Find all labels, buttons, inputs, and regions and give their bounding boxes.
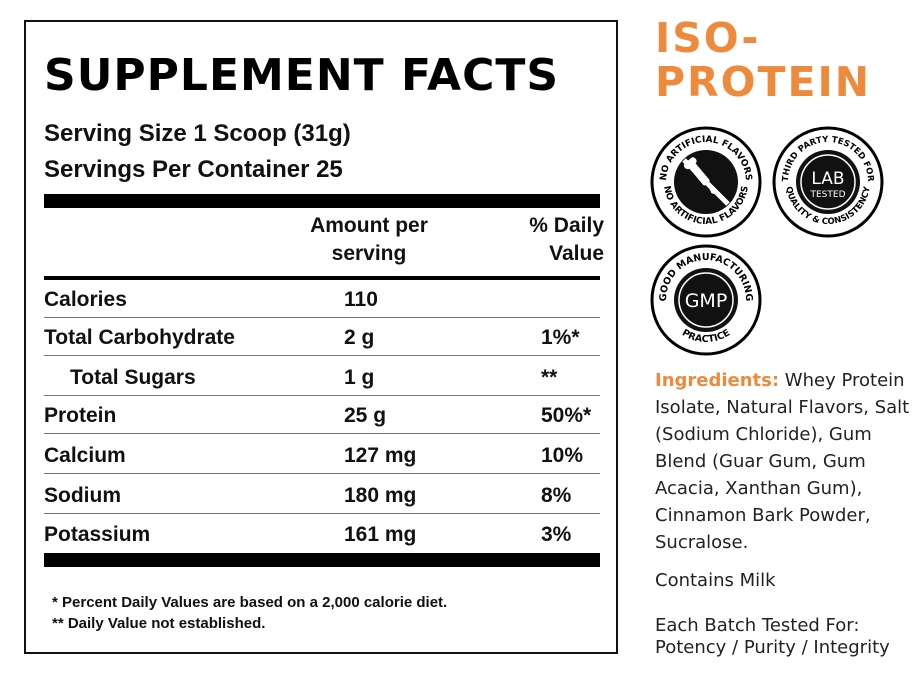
- allergen-statement: Contains Milk: [655, 570, 776, 591]
- servings-per-container: Servings Per Container 25: [44, 156, 343, 183]
- nutrient-name: Potassium: [44, 523, 151, 546]
- row-divider: [44, 355, 600, 356]
- brand-line2: PROTEIN: [655, 58, 872, 106]
- nutrient-name: Protein: [44, 404, 117, 427]
- nutrient-name: Total Sugars: [70, 366, 196, 389]
- batch-tested-line2: Potency / Purity / Integrity: [655, 637, 890, 658]
- nutrient-row-calories: Calories 110: [44, 280, 600, 318]
- nutrient-name: Sodium: [44, 484, 121, 507]
- badge-tested-text: TESTED: [809, 190, 845, 200]
- row-divider: [44, 473, 600, 474]
- no-artificial-flavors-badge: NO ARTIFICIAL FLAVORS NO ARTIFICIAL FLAV…: [650, 126, 762, 238]
- nutrient-row-potassium: Potassium 161 mg 3%: [44, 515, 600, 553]
- badge-ring-text-bottom: PRACTICE: [680, 327, 732, 345]
- nutrient-name: Total Carbohydrate: [44, 326, 235, 349]
- nutrient-daily-value: 8%: [541, 484, 572, 507]
- amount-header-line2: serving: [331, 242, 407, 265]
- footnote-daily-values: * Percent Daily Values are based on a 2,…: [52, 594, 448, 611]
- row-divider: [44, 433, 600, 434]
- nutrient-name: Calories: [44, 288, 127, 311]
- row-divider: [44, 513, 600, 514]
- nutrient-daily-value: 50%*: [541, 404, 592, 427]
- supplement-facts-panel: SUPPLEMENT FACTS Serving Size 1 Scoop (3…: [24, 20, 618, 654]
- lab-tested-badge: THIRD PARTY TESTED FOR QUALITY & CONSIST…: [772, 126, 884, 238]
- brand-line1: ISO-: [655, 14, 761, 62]
- nutrient-row-protein: Protein 25 g 50%*: [44, 396, 600, 434]
- nutrient-row-sodium: Sodium 180 mg 8%: [44, 476, 600, 514]
- panel-title: SUPPLEMENT FACTS: [44, 50, 560, 101]
- nutrient-amount: 1 g: [344, 366, 375, 389]
- top-divider: [44, 194, 600, 208]
- row-divider: [44, 317, 600, 318]
- nutrient-row-total-sugars: Total Sugars 1 g **: [44, 358, 600, 396]
- nutrient-daily-value: 1%*: [541, 326, 580, 349]
- serving-size: Serving Size 1 Scoop (31g): [44, 120, 351, 147]
- nutrient-name: Calcium: [44, 444, 126, 467]
- ingredients-text: Whey Protein Isolate, Natural Flavors, S…: [655, 370, 910, 553]
- nutrient-daily-value: **: [541, 366, 558, 389]
- amount-header-line1: Amount per: [310, 214, 428, 237]
- bottom-divider: [44, 553, 600, 567]
- row-divider: [44, 395, 600, 396]
- footnote-not-established: ** Daily Value not established.: [52, 615, 266, 632]
- daily-header-line1: % Daily: [529, 214, 604, 237]
- nutrient-amount: 161 mg: [344, 523, 417, 546]
- prohibited-slash-icon: [682, 158, 730, 206]
- column-header-amount: Amount per serving: [294, 212, 444, 268]
- ingredients-block: Ingredients: Whey Protein Isolate, Natur…: [655, 367, 915, 556]
- nutrient-amount: 127 mg: [344, 444, 417, 467]
- badge-gmp-text: GMP: [685, 290, 728, 312]
- badge-lab-text: LAB: [811, 169, 844, 189]
- nutrient-row-calcium: Calcium 127 mg 10%: [44, 436, 600, 474]
- gmp-badge: GOOD MANUFACTURING PRACTICE GMP: [650, 244, 762, 356]
- batch-tested-line1: Each Batch Tested For:: [655, 615, 860, 636]
- nutrient-row-total-carbohydrate: Total Carbohydrate 2 g 1%*: [44, 318, 600, 356]
- nutrient-amount: 180 mg: [344, 484, 417, 507]
- nutrient-daily-value: 10%: [541, 444, 584, 467]
- ingredients-label: Ingredients:: [655, 370, 780, 391]
- column-header-daily-value: % Daily Value: [504, 212, 604, 268]
- nutrient-amount: 25 g: [344, 404, 387, 427]
- nutrient-amount: 2 g: [344, 326, 375, 349]
- daily-header-line2: Value: [549, 242, 604, 265]
- nutrient-daily-value: 3%: [541, 523, 572, 546]
- header-divider: [44, 276, 600, 280]
- nutrient-amount: 110: [344, 288, 378, 311]
